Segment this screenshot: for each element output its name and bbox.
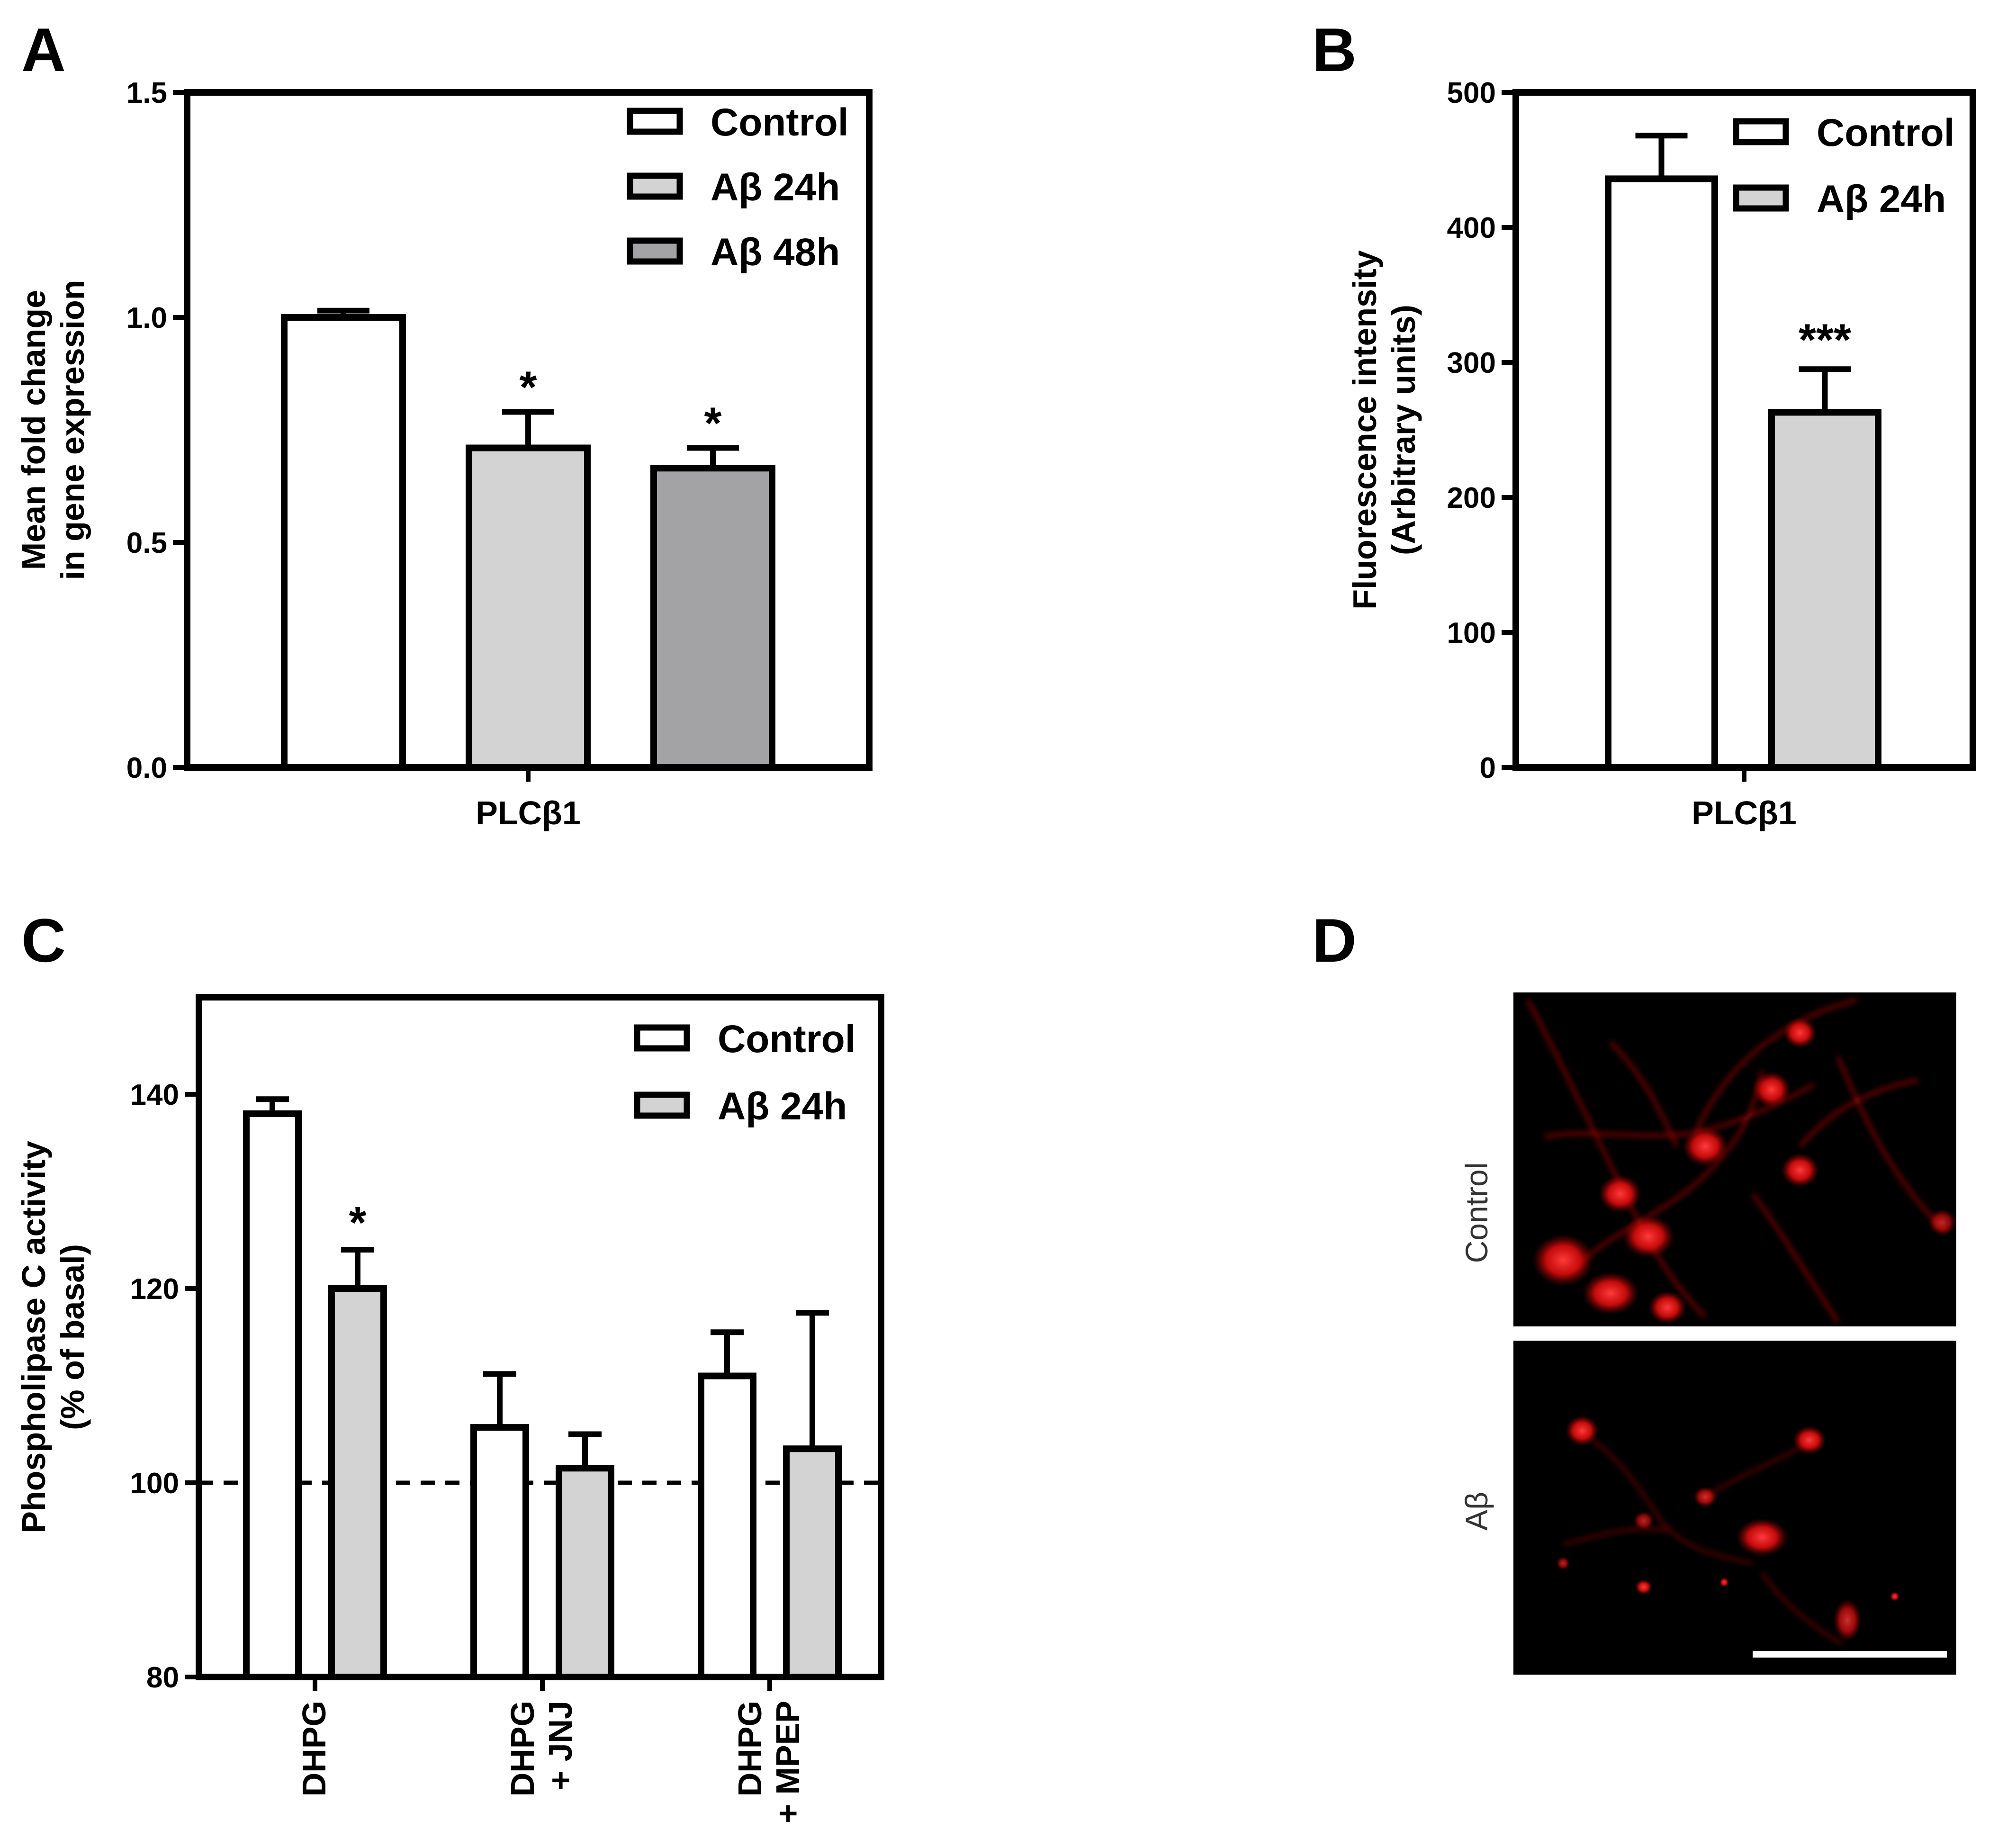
y-axis-label: (Arbitrary units) [1385,305,1422,555]
bar [281,314,406,771]
significance-label: *** [1799,315,1851,365]
legend-label: Aβ 24h [718,1085,847,1128]
y-tick-label: 200 [1447,482,1496,514]
y-axis-label: in gene expression [54,279,91,580]
bar [556,1465,614,1680]
bar [650,465,775,771]
x-tick-label: + MPEP [769,1701,806,1823]
legend-swatch [634,1024,690,1052]
panel-letter-b: B [1312,15,1357,84]
y-tick-label: 100 [1447,617,1496,649]
y-tick-label: 1.5 [126,77,167,109]
y-tick-label: 0.0 [126,752,167,784]
x-tick-label: + JNJ [542,1701,579,1790]
micrograph-panel-d: Control Aβ [1459,992,1956,1675]
y-tick-label: 500 [1447,77,1496,109]
legend-label: Control [718,1018,855,1061]
y-tick-label: 0 [1480,752,1496,784]
bar [470,1424,529,1680]
panel-letter-d: D [1312,906,1357,975]
significance-label: * [520,362,537,413]
bar [243,1110,302,1680]
x-axis-label: PLCβ1 [1692,794,1797,831]
micrograph-abeta [1513,1341,1956,1675]
bar [466,444,591,771]
chart-panel-b: 0 100 200 300 400 500 Fluorescence intensity (A… [1346,77,1976,831]
y-tick-label: 100 [130,1467,179,1500]
legend-label: Aβ 24h [1817,178,1946,221]
micrograph-label-control: Control [1459,1163,1494,1263]
legend-label: Aβ 48h [711,231,840,274]
legend-swatch [627,172,683,200]
y-tick-label: 300 [1447,347,1496,379]
y-tick-label: 140 [130,1079,179,1111]
y-tick-label: 1.0 [126,302,167,334]
bar [783,1445,842,1680]
x-tick-label: DHPG [504,1701,541,1796]
y-axis-label: Mean fold change [15,290,52,570]
y-tick-label: 120 [130,1273,179,1306]
chart-panel-a: 0.0 0.5 1.0 1.5 Mean fold change in gene expr… [15,77,873,831]
significance-label: * [704,398,722,449]
y-tick-label: 400 [1447,212,1496,244]
legend-swatch [634,1091,690,1119]
legend-label: Control [1817,111,1954,154]
panel-letter-a: A [21,15,66,84]
scale-bar [1753,1651,1947,1658]
legend-label: Control [711,101,848,144]
significance-label: * [349,1198,367,1248]
bar [1768,409,1881,771]
x-tick-label: DHPG [296,1701,333,1796]
y-axis-label: (% of basal) [54,1244,91,1430]
legend-swatch [1733,184,1789,212]
y-axis-label: Fluorescence intensity [1346,250,1383,610]
micrograph-label-abeta: Aβ [1459,1492,1494,1531]
legend-label: Aβ 24h [711,166,840,209]
bar [698,1372,756,1680]
micrograph-control [1513,992,1956,1326]
chart-panel-c: 80 100 120 140 Phospholipase C activity (% of… [15,994,884,1823]
x-tick-label: DHPG [731,1701,768,1796]
y-tick-label: 80 [146,1661,179,1694]
legend-swatch [1733,118,1789,145]
y-axis-label: Phospholipase C activity [15,1141,52,1533]
x-axis-label: PLCβ1 [476,794,581,831]
legend-swatch [627,237,683,265]
legend-swatch [627,108,683,135]
bar [1605,175,1718,771]
bar [328,1285,387,1680]
panel-letter-c: C [21,906,66,975]
y-tick-label: 0.5 [126,527,167,559]
